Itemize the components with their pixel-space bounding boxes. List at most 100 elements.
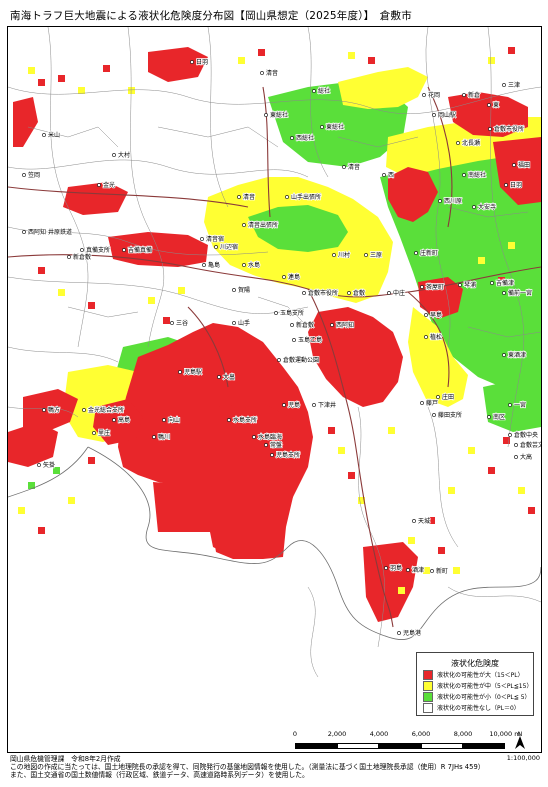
zone-high — [93, 399, 143, 445]
scale-tick-label: 6,000 — [411, 730, 431, 738]
road-line — [157, 126, 279, 148]
facility-marker — [112, 418, 116, 422]
risk-cell — [488, 467, 495, 474]
facility-marker — [214, 245, 218, 249]
coastline — [87, 446, 541, 640]
facility-marker — [42, 408, 46, 412]
facility-marker — [170, 321, 174, 325]
legend-item: 液状化の可能性なし（PL＝0） — [423, 702, 533, 713]
liquefaction-map[interactable]: 日羽清音総社東総社西総社東総社清音清音 山手出張所清音出張所清音宿川辺宿真備支所吉… — [8, 27, 541, 752]
risk-cell — [358, 497, 365, 504]
facility-marker — [512, 163, 516, 167]
facility-marker — [387, 291, 391, 295]
place-label-kiyoneshucchosho: 清音出張所 — [248, 221, 278, 229]
place-label-tokiwa: 常盤 — [270, 441, 282, 449]
place-label-kojimaon: 児島駅 — [184, 368, 202, 376]
road-line — [447, 206, 529, 218]
place-label-minamisoja: 南総社 — [468, 171, 486, 179]
road-line — [8, 159, 309, 178]
facility-marker — [397, 631, 401, 635]
facility-marker — [232, 288, 236, 292]
map-frame[interactable]: 日羽 清音 総社 東総社 西総社 東総社 清音 清音 山手出張所 清音出張所 清音宿 川辺宿 真備支所吉… — [7, 26, 542, 753]
place-label-nishi: 西 — [388, 172, 394, 179]
facility-marker — [514, 443, 518, 447]
place-label-kasaoka: 笠岡 — [28, 171, 40, 179]
risk-cell — [128, 87, 135, 94]
facility-marker — [458, 283, 462, 287]
facility-marker — [42, 230, 46, 234]
facility-marker — [320, 125, 324, 129]
zone-low — [483, 377, 541, 432]
facility-marker — [285, 195, 289, 199]
place-label-yoneyama: 米山 — [48, 131, 60, 139]
place-label-takashima: 高島 — [118, 416, 130, 424]
facility-marker — [200, 237, 204, 241]
place-label-mizushimakita: 水島臨海 — [258, 433, 282, 441]
place-label-kojimaport: 児島港 — [403, 629, 421, 637]
facility-marker — [242, 263, 246, 267]
zone-high — [13, 97, 38, 147]
risk-cell — [468, 447, 475, 454]
road-line — [487, 27, 525, 448]
facility-marker — [270, 453, 274, 457]
facility-marker — [462, 173, 466, 177]
railway-line — [187, 306, 229, 388]
place-label-soja: 総社 — [318, 87, 330, 95]
facility-marker — [504, 183, 508, 187]
place-label-yamanote: 山手 — [238, 319, 250, 327]
zone-high — [63, 182, 128, 215]
place-label-higashisakazu: 東酒津 — [508, 351, 526, 359]
facility-marker — [264, 113, 268, 117]
risk-cell — [178, 287, 185, 294]
place-labels: 日羽清音総社東総社西総社東総社清音清音 山手出張所清音出張所清音宿川辺宿真備支所吉… — [22, 58, 541, 638]
facility-marker — [420, 285, 424, 289]
risk-cell — [478, 257, 485, 264]
facility-marker — [412, 519, 416, 523]
place-label-ibarahara: 井原鉄道 — [48, 228, 72, 236]
place-label-kurashiki: 倉敷 — [353, 289, 365, 297]
facility-marker — [42, 133, 46, 137]
facility-marker — [82, 408, 86, 412]
place-label-nishiachi: 西阿知 — [336, 321, 354, 329]
place-label-shinmachi: 新町 — [436, 567, 448, 575]
place-label-mitsu: 三津 — [508, 82, 520, 89]
facility-marker — [264, 443, 268, 447]
road-line — [467, 326, 541, 338]
road-line — [127, 27, 165, 348]
risk-cell — [163, 317, 170, 324]
risk-cell — [398, 587, 405, 594]
risk-cell — [18, 507, 25, 514]
facility-marker — [382, 173, 386, 177]
place-label-oohata: 大畠 — [223, 373, 235, 381]
facility-marker — [312, 403, 316, 407]
facility-marker — [80, 248, 84, 252]
facility-marker — [490, 281, 494, 285]
place-label-kamebun: 亀島 — [208, 261, 220, 269]
place-label-shimotsui: 下津井 — [318, 401, 336, 409]
zone-high — [23, 389, 78, 432]
footer-line-3: また、国土交通省の国土数値情報（行政区域、鉄道データ、高速道路時系列データ）を使… — [10, 771, 309, 779]
place-label-kurashikikoen: 倉敷市役所 — [494, 125, 524, 133]
legend-box: 液状化危険度 液状化の可能性が大（15＜PL） 液状化の可能性が中（5＜PL≦15… — [416, 652, 534, 716]
facility-marker — [342, 165, 346, 169]
liquefaction-zones — [8, 47, 541, 622]
legend-item: 液状化の可能性が中（5＜PL≦15） — [423, 680, 533, 691]
legend-label: 液状化の可能性が中（5＜PL≦15） — [437, 683, 533, 690]
place-label-mukoyama: 向山 — [168, 416, 180, 424]
place-label-shodamachi: 庄田 — [442, 393, 454, 401]
risk-cell — [38, 527, 45, 534]
road-line — [67, 306, 139, 318]
place-label-kojimaeki: 児島 — [288, 401, 300, 409]
zone-high — [418, 277, 463, 319]
footer-notes: 岡山県危機管理課 令和8年2月作成 この地図の作成に当たっては、国土地理院長の承… — [10, 755, 485, 779]
facility-marker — [384, 566, 388, 570]
footer-line-2: この地図の作成に当たっては、国土地理院長の承認を得て、同院発行の基盤地図情報を使… — [10, 763, 485, 771]
risk-cell — [328, 427, 335, 434]
facility-marker — [217, 375, 221, 379]
risk-cell — [58, 75, 65, 82]
zone-high — [153, 482, 213, 532]
risk-cell — [103, 65, 110, 72]
scale-tick-label: 2,000 — [327, 730, 347, 738]
risk-cell — [53, 467, 60, 474]
zone-high — [148, 47, 208, 82]
